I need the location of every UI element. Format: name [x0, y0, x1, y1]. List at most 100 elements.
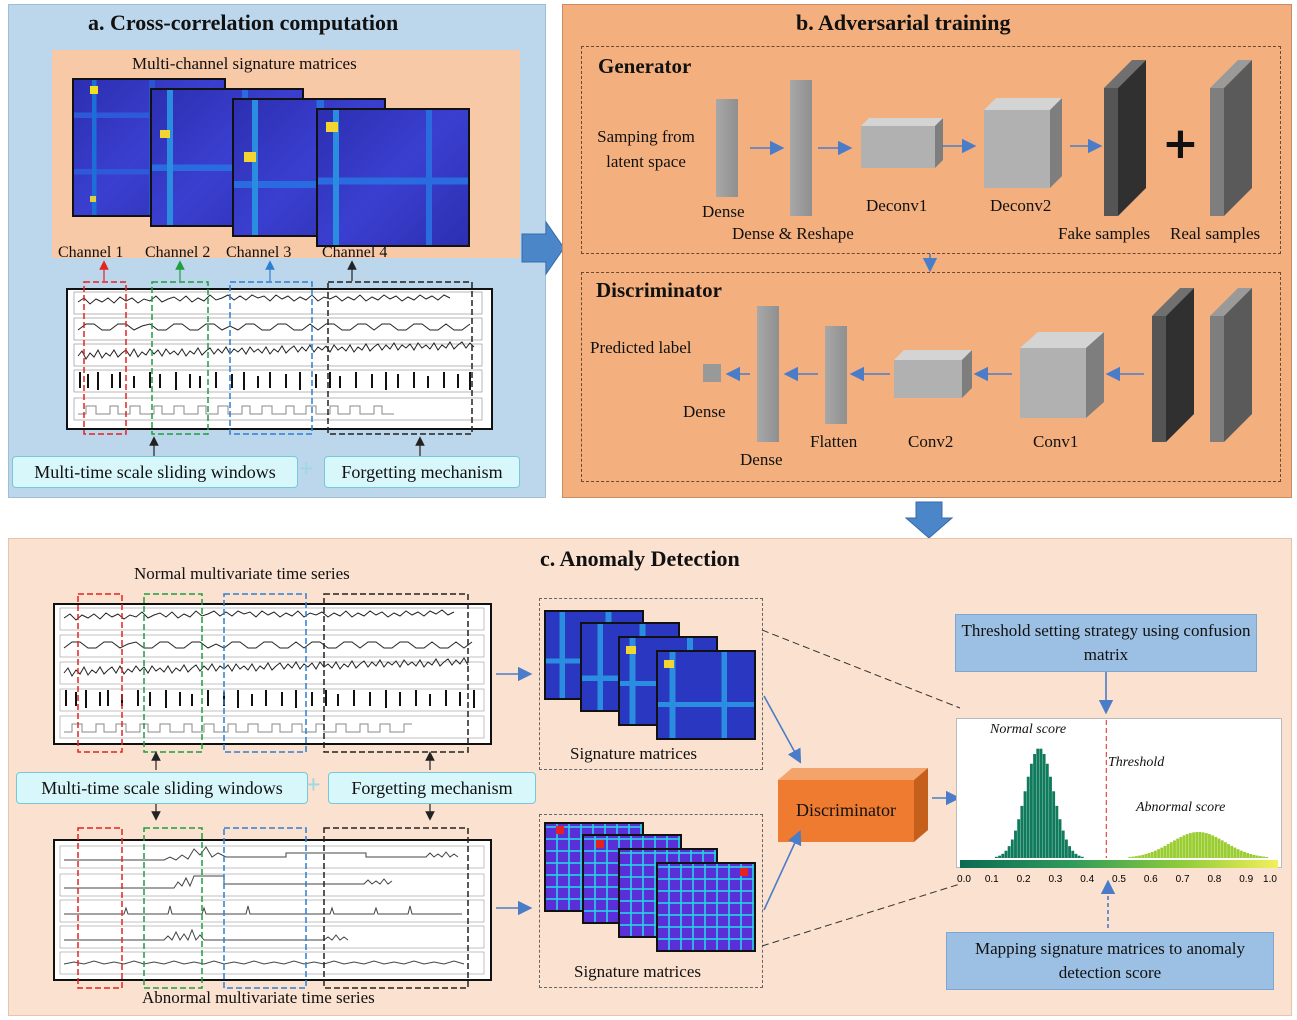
normal-bin: [1029, 763, 1033, 858]
channel-label-4: Channel 4: [322, 244, 388, 261]
abnormal-bin: [1217, 838, 1221, 858]
discriminator-box: [581, 272, 1281, 482]
normal-bin: [1017, 819, 1021, 858]
panel-c-series: [53, 593, 492, 989]
normal-bin: [1068, 846, 1071, 858]
axis-tick-label: 0.8: [1207, 874, 1221, 885]
window-3: [229, 281, 313, 435]
generator-box: [581, 46, 1281, 254]
signature-matrix-4: [316, 108, 470, 247]
forgetting-box: Forgetting mechanism: [324, 456, 520, 488]
hot-cell: [90, 196, 96, 202]
abnormal-bin: [1141, 854, 1145, 858]
abnormal-bin: [1258, 856, 1262, 858]
fake-samples-label: Fake samples: [1058, 224, 1151, 243]
channel-label-1: Channel 1: [58, 244, 124, 261]
sliding-windows-box-c: Multi-time scale sliding windows: [16, 772, 308, 804]
hot-cell: [160, 130, 170, 138]
abnormal-bin: [1195, 832, 1199, 858]
axis-tick-label: 0.5: [1112, 874, 1126, 885]
hot-cell: [740, 868, 748, 876]
normal-bin: [998, 855, 1002, 858]
abnormal-bin: [1220, 840, 1224, 858]
abnormal-bin: [1157, 849, 1161, 858]
abnormal-bin: [1188, 833, 1192, 858]
normal-bin: [1061, 830, 1065, 858]
abnormal-bin: [1131, 856, 1135, 858]
signature-stack-bottom: [539, 814, 763, 988]
abnormal-bin: [1208, 834, 1211, 858]
flow-arrow-down-icon: [904, 501, 954, 539]
disc-dense-label: Dense: [740, 450, 783, 469]
abnormal-bin: [1153, 850, 1157, 858]
conv2-label: Conv2: [908, 432, 954, 451]
channel-label-2: Channel 2: [145, 244, 211, 261]
score-histogram: [956, 718, 1282, 868]
normal-bin: [1064, 839, 1068, 858]
abnormal-bin: [1233, 847, 1237, 858]
mapping-box: Mapping signature matrices to anomaly de…: [946, 932, 1274, 990]
panel-b-arrows: [725, 138, 1144, 382]
normal-bin: [1074, 853, 1078, 858]
axis-tick-label: 0.9: [1239, 874, 1253, 885]
series-line: [77, 341, 475, 360]
panel-a-title: a. Cross-correlation computation: [88, 10, 399, 35]
abnormal-bin: [1249, 854, 1253, 858]
abnormal-bin: [1185, 834, 1189, 858]
abnormal-bin: [1173, 840, 1176, 858]
abnormal-bin: [1128, 856, 1132, 858]
normal-bin: [1026, 776, 1030, 858]
fake-samples-block: [1104, 60, 1146, 216]
window-2: [151, 281, 209, 435]
hot-cell: [90, 86, 98, 94]
normal-series-label: Normal multivariate time series: [134, 564, 350, 583]
generator-heading: Generator: [598, 54, 692, 78]
normal-bin: [1049, 776, 1052, 858]
abnormal-bin: [1182, 835, 1186, 858]
disc-dense-layer: [757, 306, 779, 442]
axis-tick-label: 0.4: [1080, 874, 1094, 885]
normal-bin: [1007, 846, 1011, 858]
flatten-label: Flatten: [810, 432, 858, 451]
abnormal-bin: [1246, 853, 1250, 858]
hot-cell: [664, 660, 674, 668]
deconv2-block: [984, 98, 1062, 188]
abnormal-bin: [1239, 850, 1243, 858]
conv1-label: Conv1: [1033, 432, 1079, 451]
abnormal-bin: [1150, 851, 1154, 858]
abnormal-bin: [1163, 845, 1167, 858]
gen-dense-label: Dense: [702, 202, 745, 221]
histogram-svg: 0.0 0.1 0.2 0.3 0.4 0.5 0.6 0.7 0.8 0.9 1.0: [957, 720, 1278, 885]
normal-bin: [1033, 753, 1037, 858]
abnormal-bin: [1211, 835, 1215, 858]
abnormal-bin: [1134, 856, 1138, 858]
predicted-label: Predicted label: [590, 338, 692, 357]
normal-bin: [1036, 748, 1040, 858]
axis-tick-label: 0.2: [1017, 874, 1031, 885]
discriminator-heading: Discriminator: [596, 278, 722, 302]
normal-bin: [1042, 753, 1046, 858]
hot-cell: [556, 826, 564, 834]
series-line: [78, 405, 394, 415]
plus-icon: +: [1162, 118, 1199, 169]
normal-bin: [994, 856, 998, 858]
abnormal-bin: [1147, 853, 1151, 858]
normal-bin: [1001, 853, 1005, 858]
hot-cell: [596, 840, 604, 848]
normal-bin: [1010, 839, 1014, 858]
threshold-strategy-box: Threshold setting strategy using confusi…: [955, 614, 1257, 672]
deconv1-block: [861, 118, 943, 168]
deconv2-label: Deconv2: [990, 196, 1052, 215]
threshold-label: Threshold: [1108, 755, 1165, 770]
abnormal-bin: [1144, 854, 1148, 858]
deconv1-label: Deconv1: [866, 196, 928, 215]
forgetting-box-c: Forgetting mechanism: [328, 772, 536, 804]
normal-bin: [1055, 805, 1059, 858]
abnormal-bin: [1262, 856, 1265, 858]
gen-dense-reshape-label: Dense & Reshape: [732, 224, 854, 243]
panel-c-vertical-arrows: [1098, 672, 1116, 928]
plus-icon: +: [306, 770, 321, 799]
real-samples-block: [1210, 60, 1252, 216]
hot-cell: [326, 122, 338, 132]
sliding-windows-box: Multi-time scale sliding windows: [12, 456, 298, 488]
